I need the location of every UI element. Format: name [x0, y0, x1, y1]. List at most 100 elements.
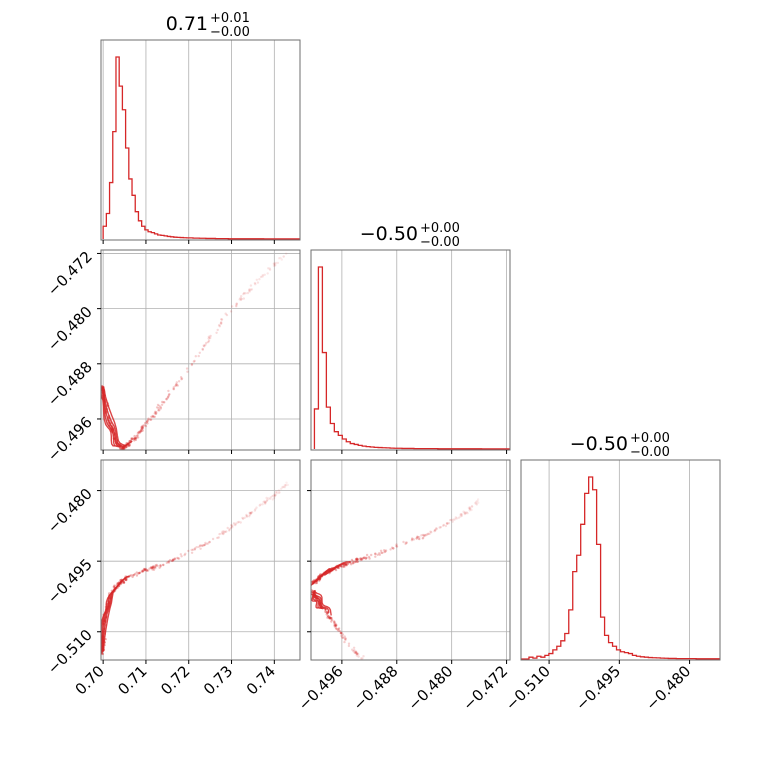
scatter-point-21-357	[339, 632, 342, 635]
scatter-point-21-368	[354, 651, 357, 654]
scatter-point-21-6	[475, 500, 478, 503]
scatter-point-10-290	[194, 355, 197, 358]
scatter-point-10-40	[118, 447, 122, 450]
scatter-point-20-27	[248, 513, 252, 516]
scatter-point-20-33	[143, 569, 146, 572]
scatter-point-20-183	[218, 532, 221, 536]
scatter-point-21-333	[329, 616, 332, 619]
scatter-point-10-90	[152, 415, 155, 418]
scatter-point-21-363	[340, 634, 343, 638]
scatter-point-21-247	[376, 553, 379, 556]
scatter-point-10-314	[279, 256, 282, 260]
scatter-point-21-259	[344, 562, 348, 566]
scatter-point-10-1	[186, 370, 189, 373]
scatter-point-10-152	[146, 422, 149, 425]
scatter-point-21-19	[416, 535, 419, 538]
scatter-point-20-60	[208, 541, 211, 544]
scatter-point-10-117	[134, 436, 137, 440]
scatter-point-21-292	[327, 615, 330, 618]
scatter-point-21-132	[435, 527, 438, 530]
scatter-point-21-314	[360, 657, 363, 660]
scatter-point-21-315	[329, 617, 332, 621]
scatter-point-10-71	[140, 429, 143, 433]
panel-frame-22	[520, 459, 721, 661]
title-minus-2: −0.00	[420, 235, 460, 250]
scatter-point-21-147	[392, 547, 395, 550]
scatter-point-21-360	[334, 623, 337, 627]
scatter-point-10-248	[268, 267, 271, 270]
scatter-point-10-242	[230, 305, 234, 308]
scatter-point-10-303	[261, 274, 264, 277]
scatter-point-10-198	[235, 302, 238, 306]
scatter-point-21-15	[460, 513, 463, 516]
scatter-point-21-110	[384, 549, 388, 552]
scatter-point-10-223	[133, 437, 136, 440]
scatter-point-21-366	[366, 661, 368, 663]
scatter-point-20-10	[131, 575, 134, 579]
scatter-point-10-182	[249, 288, 252, 291]
scatter-point-20-110	[264, 500, 267, 504]
scatter-point-21-255	[445, 522, 449, 525]
scatter-point-21-348	[362, 661, 364, 663]
scatter-point-20-317	[167, 560, 170, 564]
scatter-point-10-280	[127, 444, 130, 448]
scatter-point-20-115	[193, 548, 197, 551]
scatter-point-20-56	[222, 532, 225, 536]
scatter-point-10-296	[136, 436, 140, 439]
tick-label-10-y-3: −0.472	[44, 248, 96, 300]
scatter-point-20-189	[241, 516, 244, 520]
scatter-point-20-314	[152, 568, 156, 571]
scatter-point-20-36	[197, 545, 200, 549]
scatter-point-20-214	[151, 565, 155, 569]
scatter-point-21-222	[416, 536, 419, 539]
scatter-point-10-175	[136, 431, 140, 435]
scatter-point-21-146	[355, 557, 358, 561]
scatter-point-20-148	[271, 495, 274, 498]
scatter-point-21-30	[362, 556, 365, 560]
scatter-point-20-64	[172, 558, 175, 562]
scatter-point-10-237	[244, 292, 247, 295]
scatter-point-20-112	[141, 570, 144, 573]
histogram-param-1-step	[102, 56, 300, 240]
scatter-point-21-99	[395, 543, 398, 546]
scatter-point-10-96	[158, 404, 161, 408]
scatter-point-21-208	[424, 534, 427, 537]
scatter-point-20-74	[150, 567, 154, 570]
scatter-point-20-251	[259, 503, 262, 506]
scatter-point-20-22	[249, 512, 253, 515]
scatter-point-10-18	[140, 425, 144, 428]
scatter-point-21-57	[365, 556, 368, 559]
scatter-point-21-2	[476, 498, 480, 501]
scatter-point-10-42	[155, 412, 158, 415]
scatter-point-10-254	[150, 415, 153, 418]
scatter-point-10-194	[151, 415, 154, 418]
scatter-point-21-385	[355, 654, 358, 657]
scatter-point-20-113	[122, 580, 126, 584]
scatter-point-20-137	[231, 524, 234, 527]
scatter-point-20-287	[143, 568, 146, 571]
scatter-point-20-75	[173, 557, 177, 560]
scatter-point-21-398	[334, 627, 338, 630]
scatter-point-10-29	[165, 398, 168, 401]
scatter-point-10-313	[139, 428, 143, 431]
scatter-point-21-199	[402, 540, 405, 544]
scatter-point-10-171	[149, 418, 152, 421]
scatter-point-21-200	[410, 539, 414, 542]
scatter-point-20-177	[273, 493, 276, 496]
scatter-point-21-123	[468, 507, 471, 511]
scatter-point-20-44	[245, 515, 249, 518]
scatter-point-10-121	[217, 324, 221, 327]
scatter-point-10-190	[175, 381, 178, 384]
title-median-2: −0.50	[360, 223, 418, 245]
scatter-point-20-196	[143, 568, 146, 571]
scatter-point-21-224	[363, 556, 366, 559]
scatter-point-21-227	[374, 552, 377, 556]
scatter-point-20-153	[113, 584, 116, 587]
scatter-point-21-109	[368, 557, 371, 560]
tick-label-10-y-0: −0.496	[44, 413, 96, 465]
scatter-point-10-180	[238, 298, 241, 301]
scatter-point-20-311	[203, 543, 206, 547]
scatter-point-20-277	[170, 559, 173, 562]
scatter-point-20-290	[249, 511, 253, 515]
scatter-point-21-265	[344, 637, 347, 640]
